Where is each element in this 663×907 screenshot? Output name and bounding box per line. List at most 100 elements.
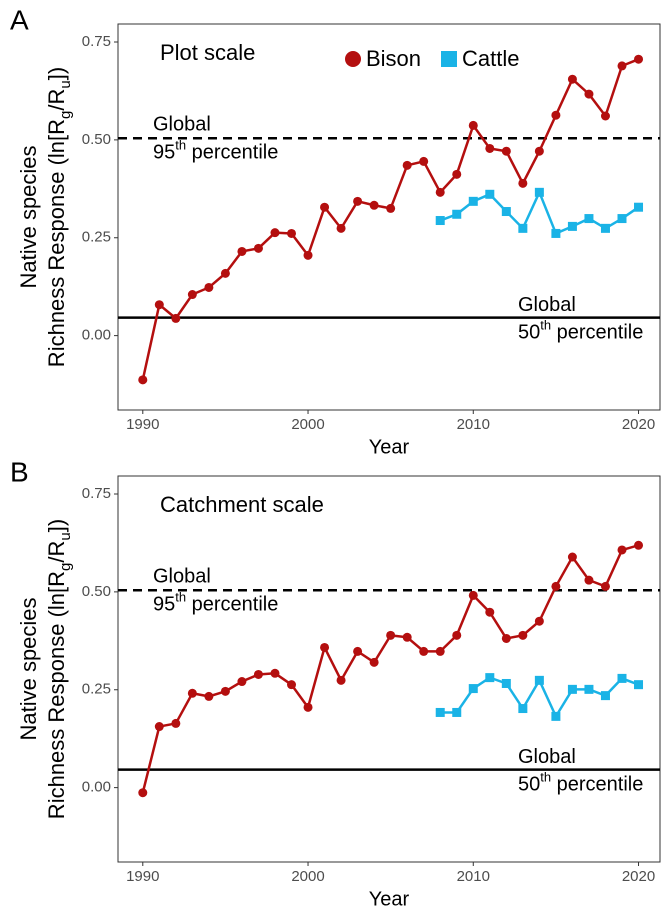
marker: [435, 216, 445, 226]
y-tick-label: 0.50: [82, 131, 111, 148]
plot-frame: [117, 23, 661, 411]
marker: [452, 209, 462, 219]
marker: [501, 633, 511, 643]
y-axis-title-part: Richness Response (ln[R: [44, 571, 69, 819]
marker: [617, 545, 627, 555]
marker: [336, 223, 346, 233]
marker: [270, 668, 280, 678]
marker: [320, 202, 330, 212]
reference-label: Global: [153, 566, 211, 588]
y-axis-title: Native species: [16, 597, 41, 740]
marker: [419, 156, 429, 166]
marker: [617, 61, 627, 71]
y-tick-label: 0.25: [82, 681, 111, 698]
marker: [485, 189, 495, 199]
marker: [485, 143, 495, 153]
reference-label: 50th percentile: [518, 770, 643, 796]
marker: [171, 313, 181, 323]
marker: [402, 160, 412, 170]
reference-label-part: th: [175, 589, 186, 604]
marker: [600, 111, 610, 121]
marker: [468, 590, 478, 600]
marker: [369, 200, 379, 210]
marker: [534, 616, 544, 626]
marker: [353, 196, 363, 206]
marker: [452, 630, 462, 640]
legend-key: [441, 51, 457, 67]
marker: [468, 684, 478, 694]
marker: [518, 630, 528, 640]
marker: [435, 707, 445, 717]
marker: [320, 642, 330, 652]
marker: [386, 630, 396, 640]
reference-label-part: 50: [518, 322, 540, 344]
y-tick-label: 0.75: [82, 485, 111, 502]
marker: [171, 718, 181, 728]
y-axis-title-part: g: [57, 111, 74, 119]
marker: [187, 290, 197, 300]
x-axis-title: Year: [369, 888, 410, 907]
marker: [534, 187, 544, 197]
marker: [435, 646, 445, 656]
marker: [220, 268, 230, 278]
reference-label-part: percentile: [186, 594, 278, 616]
marker: [567, 74, 577, 84]
reference-label-part: th: [540, 318, 551, 333]
marker: [303, 250, 313, 260]
y-axis-title-part: u: [57, 80, 74, 88]
subtitle: Catchment scale: [160, 492, 324, 517]
reference-label-part: 95: [153, 142, 175, 164]
x-tick-label: 2000: [291, 416, 324, 433]
y-axis-title: Richness Response (ln[Rg/Ru]): [44, 67, 75, 367]
marker: [138, 788, 148, 798]
marker: [204, 691, 214, 701]
reference-label-part: percentile: [551, 774, 643, 796]
panel: A 1990 2000 2010 2020 0.00 0.25 0.50 0.75 Year Nat…: [10, 4, 661, 458]
marker: [303, 702, 313, 712]
subtitle: Plot scale: [160, 40, 255, 65]
marker: [551, 228, 561, 238]
marker: [617, 214, 627, 224]
marker: [518, 704, 528, 714]
y-axis-title-part: g: [57, 563, 74, 571]
marker: [452, 707, 462, 717]
marker: [584, 575, 594, 585]
marker: [253, 669, 263, 679]
marker: [634, 54, 644, 64]
marker: [138, 375, 148, 385]
panel-label: A: [10, 4, 29, 35]
marker: [386, 203, 396, 213]
x-tick-label: 2020: [622, 868, 655, 885]
legend-item: Cattle: [441, 46, 519, 71]
marker: [600, 581, 610, 591]
marker: [435, 187, 445, 197]
marker: [353, 646, 363, 656]
marker: [468, 196, 478, 206]
y-tick-label: 0.00: [82, 327, 111, 344]
y-axis-title-part: ]): [44, 67, 69, 80]
y-tick-label: 0.75: [82, 33, 111, 50]
y-axis-title-part: u: [57, 532, 74, 540]
y-axis-title-part: /R: [44, 541, 69, 563]
panel: B 1990 2000 2010 2020 0.00 0.25 0.50 0.75 Year Nat…: [10, 456, 661, 907]
x-tick-label: 2000: [291, 868, 324, 885]
marker: [584, 684, 594, 694]
x-tick-label: 1990: [126, 868, 159, 885]
marker: [534, 675, 544, 685]
x-tick-label: 1990: [126, 416, 159, 433]
marker: [534, 146, 544, 156]
marker: [567, 221, 577, 231]
marker: [336, 675, 346, 685]
legend-key: [345, 51, 361, 67]
marker: [237, 246, 247, 256]
reference-label: 95th percentile: [153, 137, 278, 163]
reference-label-part: percentile: [186, 142, 278, 164]
x-tick-label: 2010: [457, 868, 490, 885]
marker: [634, 680, 644, 690]
marker: [634, 202, 644, 212]
y-tick-label: 0.00: [82, 779, 111, 796]
reference-label: Global: [518, 746, 576, 768]
marker: [485, 673, 495, 683]
reference-label-part: th: [540, 770, 551, 785]
